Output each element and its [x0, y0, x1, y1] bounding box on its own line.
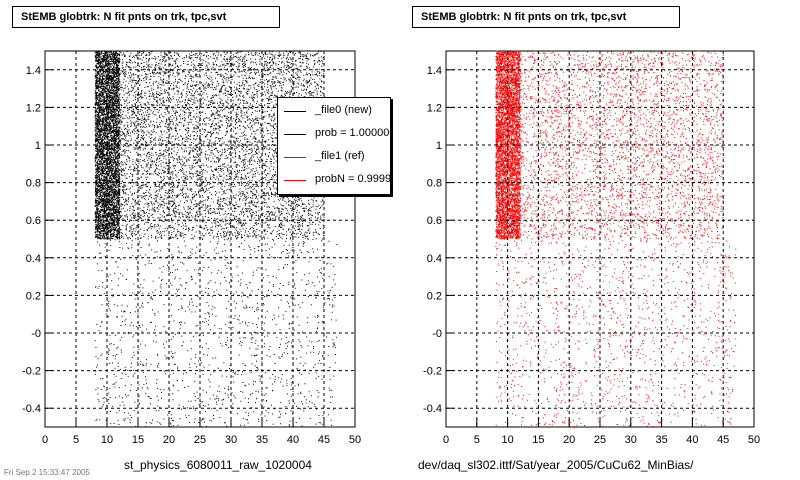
legend-swatch	[284, 180, 306, 181]
y-tick-label: 0.6	[26, 215, 41, 227]
y-tick-label: 0.8	[26, 178, 41, 190]
left-chart-title: StEMB globtrk: N fit pnts on trk, tpc,sv…	[12, 6, 280, 28]
timestamp: Fri Sep 2 15:33:47 2005	[4, 468, 90, 477]
legend-swatch	[284, 111, 306, 112]
x-tick-label: 20	[163, 434, 175, 446]
legend-entry-probn: probN = 0.999997	[278, 171, 391, 189]
x-tick-label: 20	[563, 434, 575, 446]
x-tick-label: 15	[132, 434, 144, 446]
right-scatter-panel: 0 5 10 15 20 25 30 35 40 45 50 -0.4 -0.2 -0 0.2 0.4 0.6 0…	[423, 50, 760, 446]
legend-entry-file1: _file1 (ref)	[278, 148, 390, 166]
x-tick-label: 10	[501, 434, 513, 446]
x-tick-label: 50	[748, 434, 760, 446]
y-tick-label: 1	[35, 140, 41, 152]
y-tick-label: 1.2	[427, 102, 442, 114]
x-tick-label: 35	[256, 434, 268, 446]
y-tick-label: -0	[432, 328, 442, 340]
x-tick-label: 0	[443, 434, 449, 446]
scatter-points	[495, 50, 737, 427]
right-file-label: dev/daq_sl302.ittf/Sat/year_2005/CuCu62_…	[418, 458, 694, 472]
y-tick-label: 0.8	[427, 178, 442, 190]
y-tick-label: 0.2	[427, 290, 442, 302]
y-tick-label: 1.2	[26, 102, 41, 114]
x-tick-label: 10	[101, 434, 113, 446]
x-tick-label: 40	[287, 434, 299, 446]
y-tick-label: -0.4	[423, 403, 442, 415]
y-tick-label: 1.4	[427, 65, 442, 77]
x-tick-label: 45	[318, 434, 330, 446]
x-tick-label: 30	[225, 434, 237, 446]
legend-swatch	[284, 157, 306, 158]
y-tick-label: -0	[31, 328, 41, 340]
legend-entry-file0: _file0 (new)	[278, 102, 390, 120]
x-tick-label: 25	[194, 434, 206, 446]
x-tick-label: 35	[655, 434, 667, 446]
legend: _file0 (new) prob = 1.000000 _file1 (ref…	[277, 97, 391, 195]
x-tick-label: 5	[474, 434, 480, 446]
x-tick-label: 25	[594, 434, 606, 446]
y-tick-label: 0.6	[427, 215, 442, 227]
left-file-label: st_physics_6080011_raw_1020004	[124, 458, 312, 472]
x-tick-label: 30	[625, 434, 637, 446]
y-tick-label: -0.4	[22, 403, 41, 415]
legend-label: probN = 0.999997	[315, 173, 391, 185]
x-tick-label: 45	[717, 434, 729, 446]
y-tick-label: 1	[436, 140, 442, 152]
x-tick-label: 40	[686, 434, 698, 446]
legend-swatch	[284, 134, 306, 135]
y-tick-label: 0.4	[26, 253, 41, 265]
y-tick-label: 0.2	[26, 290, 41, 302]
x-tick-label: 50	[349, 434, 361, 446]
legend-label: _file1 (ref)	[315, 150, 365, 162]
right-chart-title: StEMB globtrk: N fit pnts on trk, tpc,sv…	[412, 6, 680, 28]
y-tick-label: -0.2	[22, 366, 41, 378]
x-tick-label: 0	[42, 434, 48, 446]
legend-entry-prob: prob = 1.000000	[278, 125, 391, 143]
legend-label: prob = 1.000000	[315, 127, 391, 139]
x-tick-label: 15	[532, 434, 544, 446]
legend-label: _file0 (new)	[315, 104, 372, 116]
y-tick-label: 0.4	[427, 253, 442, 265]
y-tick-label: 1.4	[26, 65, 41, 77]
x-tick-label: 5	[73, 434, 79, 446]
y-tick-label: -0.2	[423, 366, 442, 378]
